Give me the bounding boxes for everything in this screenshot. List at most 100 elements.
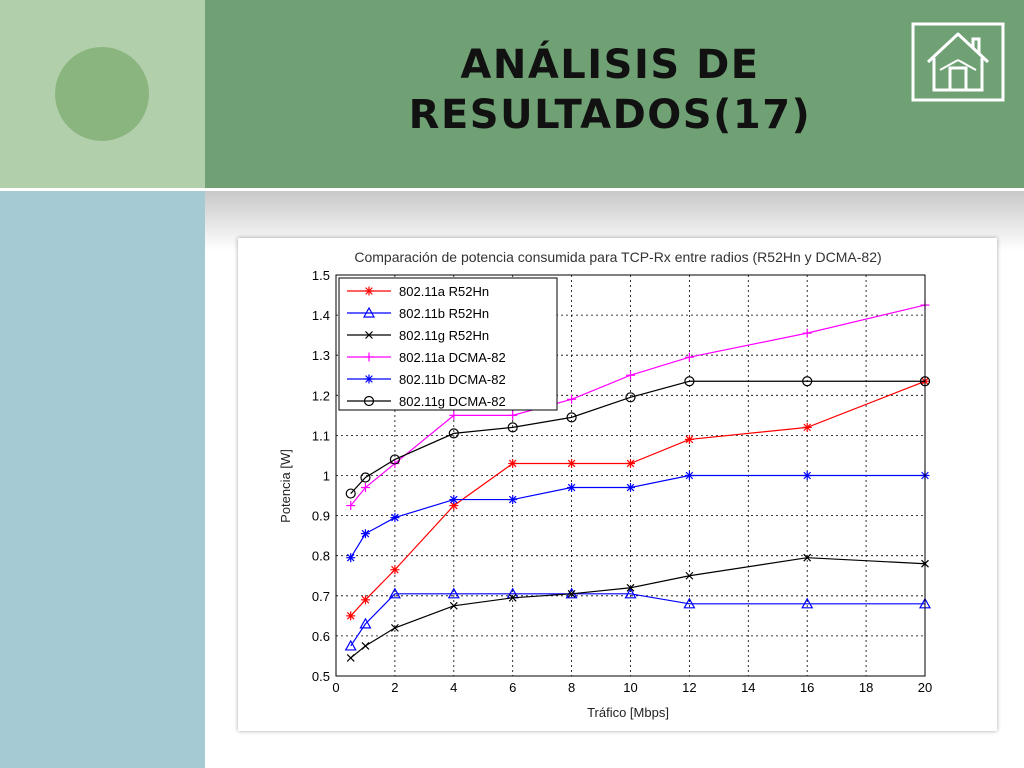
legend-marker bbox=[363, 395, 375, 407]
x-tick-label: 4 bbox=[450, 680, 457, 695]
legend-marker bbox=[364, 286, 374, 296]
legend-label: 802.11a R52Hn bbox=[399, 284, 489, 299]
y-tick-label: 0.7 bbox=[312, 589, 330, 604]
data-point bbox=[389, 454, 400, 465]
legend-marker bbox=[365, 331, 373, 339]
data-point bbox=[344, 639, 357, 651]
legend-marker bbox=[362, 306, 376, 318]
legend-item: 802.11a R52Hn bbox=[347, 284, 489, 299]
data-point bbox=[803, 553, 812, 562]
data-point bbox=[390, 565, 400, 575]
series-2 bbox=[344, 587, 932, 651]
x-tick-label: 18 bbox=[859, 680, 873, 695]
legend-item: 802.11g DCMA-82 bbox=[347, 394, 506, 409]
x-tick-label: 16 bbox=[800, 680, 814, 695]
data-point bbox=[685, 571, 694, 580]
data-point bbox=[390, 623, 399, 632]
y-tick-label: 1 bbox=[323, 469, 330, 484]
data-point bbox=[346, 611, 356, 621]
data-point bbox=[684, 471, 694, 480]
chart-title: Comparación de potencia consumida para T… bbox=[354, 249, 881, 265]
y-tick-label: 1.1 bbox=[312, 428, 330, 443]
data-point bbox=[346, 553, 356, 563]
header-band bbox=[205, 0, 1024, 188]
data-point bbox=[448, 428, 459, 439]
legend-box bbox=[338, 277, 558, 411]
series-3 bbox=[346, 553, 929, 662]
data-point bbox=[684, 376, 695, 387]
legend-label: 802.11g DCMA-82 bbox=[399, 394, 506, 409]
home-icon bbox=[911, 22, 1005, 102]
y-tick-label: 1.4 bbox=[312, 308, 330, 323]
slide-title: ANÁLISIS DE RESULTADOS(17) bbox=[408, 42, 812, 138]
legend-item: 802.11a DCMA-82 bbox=[347, 350, 506, 365]
data-point bbox=[508, 458, 518, 468]
home-button[interactable] bbox=[911, 22, 1005, 102]
data-point bbox=[345, 488, 356, 499]
x-tick-label: 12 bbox=[682, 680, 696, 695]
plot-frame bbox=[335, 274, 926, 677]
x-tick-label: 0 bbox=[332, 680, 339, 695]
data-point bbox=[802, 328, 812, 338]
legend-item: 802.11b R52Hn bbox=[347, 306, 489, 321]
legend-label: 802.11b DCMA-82 bbox=[399, 372, 506, 387]
data-point bbox=[684, 434, 694, 444]
chart-container: 0 2 4 6 8 10 12 14 16 18 20 0.5 0.6 0.7 0.8 0.9 1 1.1 1.2 1… bbox=[238, 238, 997, 731]
data-point bbox=[567, 458, 577, 468]
series-line bbox=[350, 557, 926, 659]
data-point bbox=[360, 595, 370, 605]
data-point bbox=[802, 376, 813, 387]
data-point bbox=[508, 495, 518, 505]
data-point bbox=[683, 597, 696, 609]
series-6 bbox=[345, 376, 931, 499]
series-line bbox=[350, 474, 925, 559]
y-axis-label: Potencia [W] bbox=[278, 449, 293, 523]
legend-marker bbox=[364, 374, 374, 384]
data-point bbox=[507, 422, 518, 433]
legend: 802.11a R52Hn 802.11b R52Hn 802.11g R52Hn 8… bbox=[338, 277, 558, 411]
data-point bbox=[802, 471, 812, 480]
line-chart: 0 2 4 6 8 10 12 14 16 18 20 0.5 0.6 0.7 0.8 0.9 1 1.1 1.2 1… bbox=[278, 249, 932, 720]
data-point bbox=[566, 412, 577, 423]
legend-marker bbox=[364, 352, 374, 362]
data-point bbox=[567, 589, 576, 598]
data-point bbox=[625, 392, 636, 403]
x-tick-label: 8 bbox=[568, 680, 575, 695]
y-tick-label: 0.5 bbox=[312, 669, 330, 684]
data-point bbox=[449, 495, 459, 505]
data-point bbox=[626, 458, 635, 468]
data-point bbox=[802, 422, 812, 432]
series-line bbox=[350, 380, 925, 494]
x-tick-label: 2 bbox=[391, 680, 398, 695]
data-point bbox=[626, 370, 635, 380]
x-axis-label: Tráfico [Mbps] bbox=[587, 705, 669, 720]
legend-item: 802.11b DCMA-82 bbox=[347, 372, 506, 387]
x-tick-label: 6 bbox=[509, 680, 516, 695]
y-tick-label: 0.8 bbox=[312, 549, 330, 564]
data-point bbox=[449, 410, 459, 420]
data-point bbox=[388, 587, 401, 599]
data-point bbox=[346, 654, 355, 662]
y-tick-label: 1.3 bbox=[312, 348, 330, 363]
data-point bbox=[447, 587, 460, 599]
legend-item: 802.11g R52Hn bbox=[347, 328, 489, 343]
data-point bbox=[360, 472, 371, 483]
series-5 bbox=[346, 471, 930, 563]
data-point bbox=[449, 601, 458, 610]
data-point bbox=[360, 483, 370, 493]
data-point bbox=[359, 617, 372, 629]
legend-label: 802.11g R52Hn bbox=[399, 328, 489, 343]
series-1 bbox=[346, 376, 930, 621]
x-tick-label: 10 bbox=[623, 680, 637, 695]
data-point bbox=[624, 587, 637, 599]
data-point bbox=[684, 352, 694, 362]
legend-label: 802.11a DCMA-82 bbox=[399, 350, 506, 365]
data-point bbox=[801, 597, 814, 609]
data-point bbox=[567, 483, 577, 493]
data-point bbox=[360, 529, 370, 539]
data-point bbox=[390, 513, 400, 523]
y-tick-label: 0.9 bbox=[312, 509, 330, 524]
sidebar-bottom-panel bbox=[0, 191, 205, 768]
data-point bbox=[361, 642, 370, 650]
header-divider bbox=[205, 188, 1024, 191]
